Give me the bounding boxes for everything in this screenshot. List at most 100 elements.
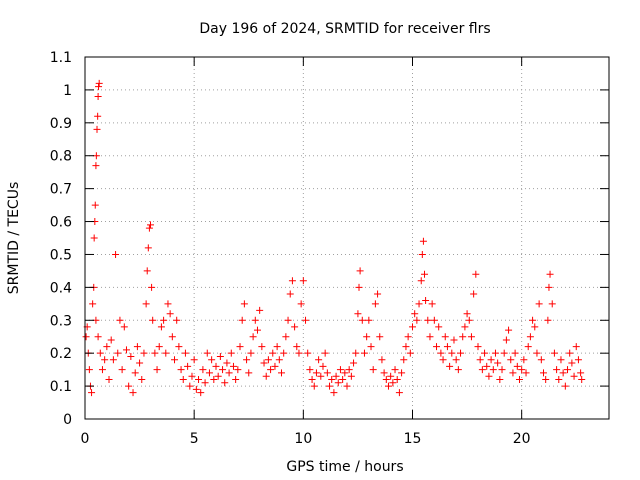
data-point xyxy=(553,366,561,374)
data-point xyxy=(511,349,519,357)
data-point xyxy=(323,369,331,377)
data-point xyxy=(118,366,126,374)
y-tick-label: 0.8 xyxy=(50,149,72,165)
data-point xyxy=(201,379,209,387)
data-point xyxy=(234,366,242,374)
data-point xyxy=(282,333,290,341)
y-tick-label: 0.4 xyxy=(50,280,72,296)
data-point xyxy=(221,379,229,387)
data-point xyxy=(384,382,392,390)
data-point xyxy=(376,333,384,341)
data-point xyxy=(291,323,299,331)
data-point xyxy=(367,343,375,351)
y-tick-label: 0.6 xyxy=(50,215,72,231)
tick-label-layer: 0 0.1 0.2 0.3 0.4 0.5 0.6 0.7 0.8 0.9 1 1.1 0 5 10 15 20 xyxy=(50,50,531,447)
data-point xyxy=(145,224,153,232)
data-point xyxy=(136,359,144,367)
data-point xyxy=(345,366,353,374)
data-point xyxy=(127,352,135,360)
x-tick-label: 20 xyxy=(513,431,531,447)
data-point xyxy=(520,356,528,364)
data-point xyxy=(545,283,553,291)
data-point xyxy=(402,343,410,351)
data-point xyxy=(535,300,543,308)
data-point xyxy=(306,366,314,374)
data-point xyxy=(280,349,288,357)
data-point xyxy=(537,356,545,364)
data-point xyxy=(175,343,183,351)
data-point xyxy=(328,376,336,384)
data-point xyxy=(229,362,237,370)
data-point xyxy=(450,336,458,344)
data-point xyxy=(470,290,478,298)
data-point xyxy=(555,376,563,384)
data-point xyxy=(489,366,497,374)
data-point xyxy=(94,333,102,341)
data-point xyxy=(240,300,248,308)
data-point xyxy=(275,356,283,364)
data-point xyxy=(533,349,541,357)
data-point xyxy=(395,389,403,397)
tick-layer xyxy=(84,56,609,420)
data-point xyxy=(243,356,251,364)
data-point xyxy=(133,343,141,351)
data-point xyxy=(256,306,264,314)
data-point xyxy=(483,362,491,370)
data-point xyxy=(352,349,360,357)
data-point xyxy=(273,343,281,351)
data-point xyxy=(561,382,569,390)
data-point xyxy=(143,267,151,275)
data-point xyxy=(177,366,185,374)
data-point xyxy=(498,366,506,374)
data-point xyxy=(570,372,578,380)
data-point xyxy=(522,369,530,377)
data-point xyxy=(424,316,432,324)
y-tick-label: 0 xyxy=(63,412,72,428)
data-point xyxy=(382,376,390,384)
data-point xyxy=(550,349,558,357)
data-point xyxy=(197,389,205,397)
data-point xyxy=(389,379,397,387)
data-point xyxy=(297,300,305,308)
data-point xyxy=(262,372,270,380)
data-point xyxy=(264,356,272,364)
data-point xyxy=(144,244,152,252)
data-point xyxy=(210,376,218,384)
data-point xyxy=(524,343,532,351)
data-point xyxy=(253,326,261,334)
y-axis-title: SRMTID / TECUs xyxy=(6,182,22,295)
data-point xyxy=(98,366,106,374)
data-point xyxy=(463,310,471,318)
data-point xyxy=(227,349,235,357)
x-tick-label: 0 xyxy=(81,431,90,447)
data-point xyxy=(356,267,364,275)
data-point xyxy=(82,333,90,341)
data-point xyxy=(515,376,523,384)
data-point xyxy=(212,362,220,370)
data-point xyxy=(153,366,161,374)
data-point xyxy=(365,316,373,324)
data-point xyxy=(284,316,292,324)
data-point xyxy=(467,333,475,341)
data-point xyxy=(238,316,246,324)
data-point xyxy=(360,349,368,357)
data-point xyxy=(505,326,513,334)
plot-frame xyxy=(84,56,610,420)
data-point xyxy=(526,333,534,341)
data-point xyxy=(413,316,421,324)
y-tick-label: 0.2 xyxy=(50,346,72,362)
marker-layer xyxy=(82,79,586,397)
y-tick-label: 0.7 xyxy=(50,182,72,198)
data-point xyxy=(308,376,316,384)
data-point xyxy=(502,336,510,344)
data-point xyxy=(179,376,187,384)
data-point xyxy=(208,356,216,364)
x-tick-label: 10 xyxy=(294,431,312,447)
data-point xyxy=(89,300,97,308)
grid-layer xyxy=(85,57,609,419)
data-point xyxy=(548,300,556,308)
data-point xyxy=(105,376,113,384)
data-point xyxy=(245,369,253,377)
data-point xyxy=(568,359,576,367)
